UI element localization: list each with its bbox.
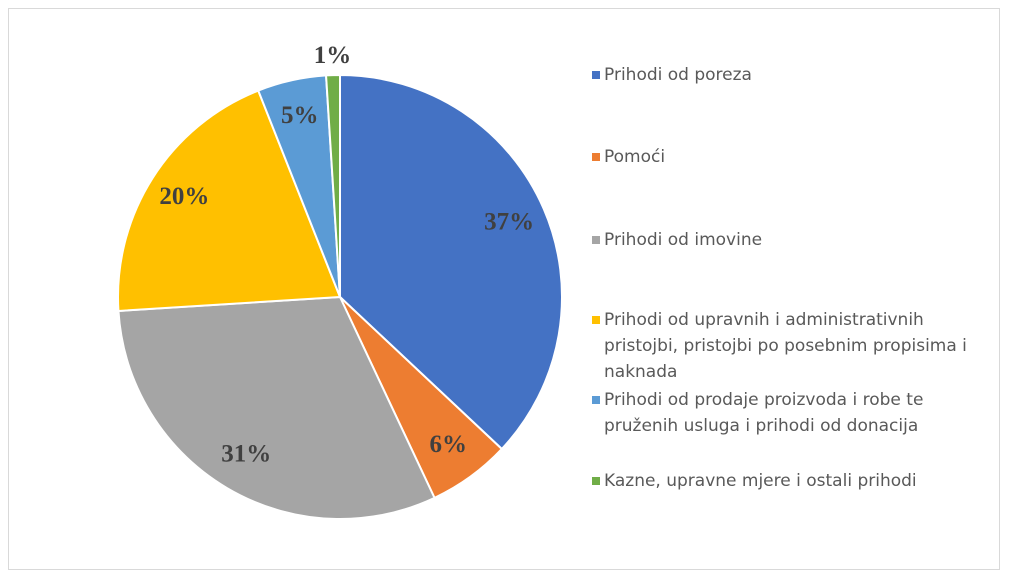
legend-label: Prihodi od upravnih i administrativnih p… [604,310,967,382]
data-label: 1% [314,42,352,69]
legend-item: Prihodi od poreza [592,62,994,88]
legend-label: Prihodi od poreza [604,65,752,85]
pie-slice [339,73,563,451]
pie-slice [117,89,342,312]
legend-swatch [592,316,600,324]
legend-label: Pomoći [604,147,666,167]
legend-label: Prihodi od prodaje proizvoda i robe te p… [604,390,924,436]
data-label: 5% [281,102,319,129]
data-label: 20% [159,183,209,210]
pie-slice [117,295,436,520]
legend-swatch [592,477,600,485]
legend-swatch [592,396,600,404]
legend-item: Prihodi od prodaje proizvoda i robe te p… [592,387,994,439]
legend-swatch [592,236,600,244]
legend-label: Kazne, upravne mjere i ostali prihodi [604,471,917,491]
legend-swatch [592,71,600,79]
data-label: 31% [221,440,271,467]
legend-item: Prihodi od imovine [592,227,994,253]
legend-item: Pomoći [592,144,994,170]
legend-item: Kazne, upravne mjere i ostali prihodi [592,468,994,494]
data-label: 37% [484,209,534,236]
legend-swatch [592,153,600,161]
data-label: 6% [430,431,468,458]
pie-slice [325,73,341,298]
legend-label: Prihodi od imovine [604,230,763,250]
chart-frame [8,8,1000,570]
legend-item: Prihodi od upravnih i administrativnih p… [592,307,994,385]
